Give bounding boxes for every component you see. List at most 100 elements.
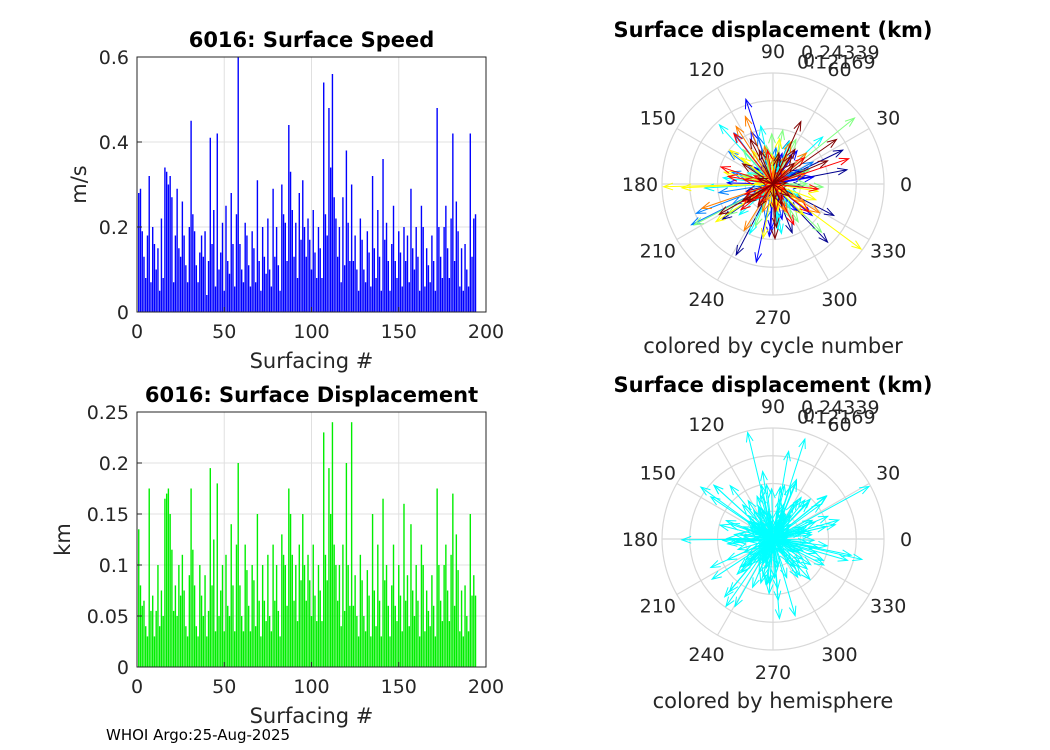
arrow-head xyxy=(735,125,745,137)
bar xyxy=(389,290,391,312)
y-tick-label: 0.6 xyxy=(99,47,129,69)
bar xyxy=(152,227,154,312)
bar xyxy=(221,565,224,667)
bar xyxy=(429,282,431,312)
displacement-arrow xyxy=(743,179,774,185)
bar xyxy=(254,626,257,667)
arrow-head xyxy=(764,555,773,567)
displacement-arrow xyxy=(772,438,806,540)
bar xyxy=(380,290,382,312)
displacement-arrow xyxy=(772,139,837,185)
arrow-head xyxy=(736,543,749,551)
bar xyxy=(312,210,314,312)
bar xyxy=(228,273,231,312)
bar xyxy=(431,575,433,667)
bar xyxy=(246,235,248,312)
arrow-head xyxy=(771,201,779,213)
bar xyxy=(405,261,407,312)
bar xyxy=(366,570,369,667)
arrow-head xyxy=(788,605,797,618)
bar xyxy=(413,616,416,667)
displacement-arrow xyxy=(736,538,774,542)
arrow-head xyxy=(774,194,783,207)
bar xyxy=(420,205,423,312)
bar xyxy=(398,565,400,667)
bar xyxy=(401,631,403,667)
arrow-head xyxy=(797,560,809,571)
bar xyxy=(223,631,225,667)
arrow-head xyxy=(816,524,828,533)
bar xyxy=(329,167,332,312)
bar xyxy=(296,278,299,312)
bar xyxy=(445,205,447,312)
bar xyxy=(357,636,360,667)
bar xyxy=(424,286,426,312)
y-tick-label: 0 xyxy=(117,302,129,324)
bar xyxy=(396,278,398,312)
angle-tick-label: 180 xyxy=(622,174,658,196)
angle-tick-label: 60 xyxy=(827,414,851,436)
bar xyxy=(195,265,198,312)
bar xyxy=(179,256,182,312)
bar xyxy=(178,248,180,312)
angle-tick-label: 330 xyxy=(870,241,906,263)
bar xyxy=(377,210,379,312)
angle-tick-label: 210 xyxy=(640,241,676,263)
arrow-head xyxy=(741,163,753,173)
arrow-head xyxy=(752,577,760,589)
bar xyxy=(300,239,302,312)
bar xyxy=(282,554,285,667)
radial-tick-label: 0.24339 xyxy=(801,397,880,419)
x-tick-label: 200 xyxy=(468,321,504,343)
bar xyxy=(371,176,374,312)
bar xyxy=(237,57,239,312)
bar xyxy=(242,282,245,312)
bar xyxy=(406,235,409,312)
arrow-head xyxy=(803,174,815,183)
arrow-head xyxy=(801,497,812,509)
arrow-head xyxy=(837,554,849,562)
bar xyxy=(455,201,458,312)
bar xyxy=(370,286,372,312)
bar xyxy=(331,74,334,312)
bar xyxy=(441,278,444,312)
bar xyxy=(253,248,255,312)
bar xyxy=(186,282,189,312)
bar xyxy=(183,590,185,667)
arrow-head xyxy=(721,210,733,221)
x-tick-label: 150 xyxy=(381,321,417,343)
bar xyxy=(424,631,426,667)
arrow-head xyxy=(758,124,767,136)
bar xyxy=(158,626,161,667)
bar xyxy=(439,600,442,667)
bar xyxy=(143,600,145,667)
bar xyxy=(366,231,369,312)
displacement-arrow xyxy=(772,149,796,185)
bar xyxy=(145,626,147,667)
bar xyxy=(432,605,435,667)
bar xyxy=(361,239,363,312)
arrow-head xyxy=(803,161,815,170)
bar xyxy=(172,610,175,667)
bar xyxy=(427,265,430,312)
arrow-head xyxy=(802,206,814,217)
bar xyxy=(429,626,431,667)
arrow-head xyxy=(709,560,721,569)
bar xyxy=(446,590,449,667)
arrow-head xyxy=(765,583,774,596)
bar xyxy=(162,616,164,667)
bar xyxy=(371,514,374,667)
arrow-head xyxy=(742,177,754,185)
displacement-arrow xyxy=(765,538,774,566)
arrow-head xyxy=(710,570,722,580)
bar xyxy=(329,514,332,667)
arrow-head xyxy=(790,557,801,569)
bar xyxy=(357,290,360,312)
bar xyxy=(202,616,205,667)
bar xyxy=(340,282,342,312)
arrow-head xyxy=(841,549,853,558)
displacement-arrow xyxy=(713,484,774,540)
bar xyxy=(213,210,215,312)
bar xyxy=(302,180,304,312)
displacement-arrow xyxy=(772,538,776,578)
